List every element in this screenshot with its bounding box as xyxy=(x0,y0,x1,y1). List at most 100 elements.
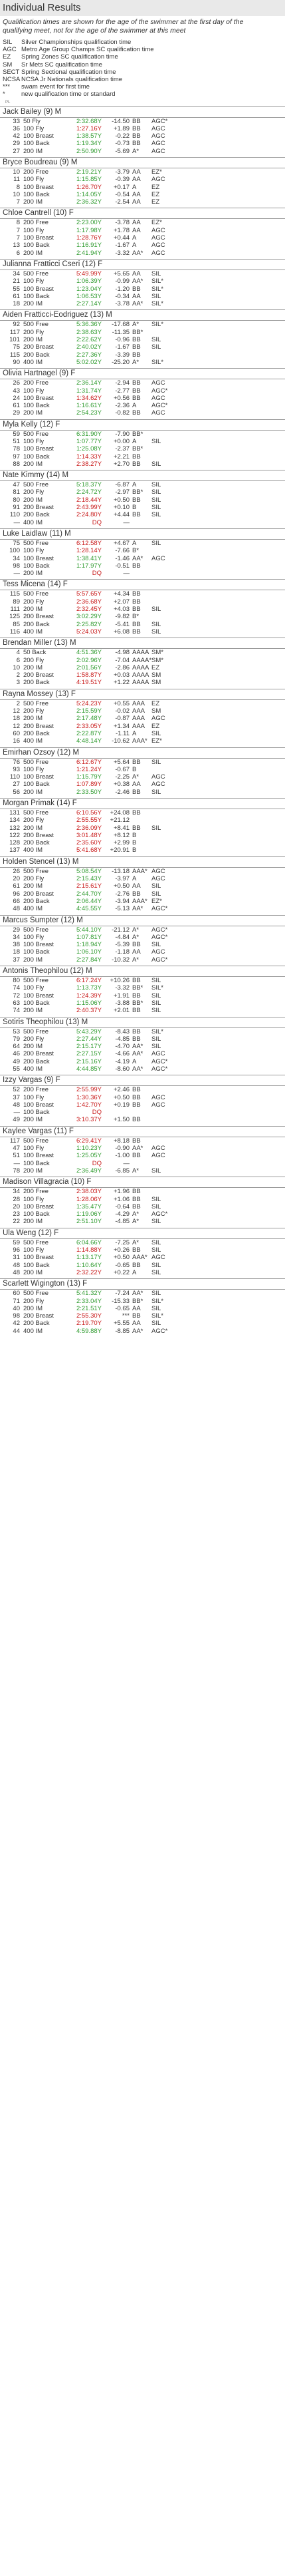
result-row: 20 200 Fly 2:15.43Y -3.97 A AGC xyxy=(0,875,285,882)
result-row: 122 200 Breast 3:01.48Y +8.12 B xyxy=(0,832,285,839)
event-name: 200 Fly xyxy=(23,488,45,496)
result-row: 21 100 Fly 1:06.39Y -0.99 AA* SIL* xyxy=(0,277,285,285)
qualification xyxy=(147,1137,178,1145)
swim-time: 2:17.48Y xyxy=(76,715,102,723)
time-standard: BB xyxy=(132,992,141,1000)
place: 88 xyxy=(13,460,20,468)
result-row: 137 400 IM 5:41.68Y +20.91 B xyxy=(0,846,285,854)
result-row: 51 100 Fly 1:07.77Y +0.00 A SIL xyxy=(0,438,285,445)
place: 61 xyxy=(13,402,20,410)
qualification xyxy=(147,519,178,526)
result-row: 98 200 Breast 2:55.30Y *** BB SIL* xyxy=(0,1312,285,1320)
legend-description: swam event for first time xyxy=(21,83,90,91)
qualification: AGC xyxy=(151,781,165,789)
result-row: —100 Back DQ xyxy=(0,1109,285,1116)
qualification: EZ xyxy=(151,198,160,206)
swimmer-name: Jack Bailey (9) M xyxy=(0,106,285,118)
result-row: 37 100 Fly 1:30.36Y +0.50 BB AGC xyxy=(0,1094,285,1101)
result-row: 10 200 IM 2:01.56Y -2.86 AAAA EZ xyxy=(0,664,285,671)
result-row: 61 200 IM 2:15.61Y +0.50 AA SIL xyxy=(0,882,285,890)
time-difference: +6.08 xyxy=(113,628,130,636)
result-row: 100 100 Fly 1:28.14Y -7.66 B* xyxy=(0,547,285,554)
time-standard: BB xyxy=(132,132,141,140)
event-name: 100 Breast xyxy=(23,445,54,453)
result-row: 74 100 Fly 1:13.73Y -3.32 BB* SIL* xyxy=(0,984,285,992)
legend-row: SECT Spring Sectional qualification time xyxy=(3,69,282,76)
time-difference: -17.68 xyxy=(112,321,130,329)
time-standard: BB xyxy=(132,124,141,132)
qualification xyxy=(147,832,178,839)
time-difference: +1.34 xyxy=(113,722,130,730)
page-title: Individual Results xyxy=(0,0,285,16)
swim-time: 6:17.24Y xyxy=(76,977,102,985)
result-row: 72 100 Breast 1:24.39Y +1.91 BB SIL xyxy=(0,992,285,1000)
place: 51 xyxy=(13,1152,20,1160)
result-row: 26 200 Free 2:36.14Y -2.94 BB AGC xyxy=(0,379,285,387)
time-difference: +2.01 xyxy=(113,1007,130,1015)
swim-time: 3:01.48Y xyxy=(76,831,102,839)
place: 18 xyxy=(13,715,20,723)
time-standard: AA xyxy=(132,168,141,176)
swim-time: 1:21.24Y xyxy=(76,765,102,773)
place: 137 xyxy=(9,846,20,854)
place: 97 xyxy=(13,453,20,460)
result-row: 90 400 IM 5:02.02Y -25.20 A* SIL* xyxy=(0,359,285,366)
place: 28 xyxy=(13,1195,20,1203)
time-difference: -25.20 xyxy=(112,358,130,366)
place: 13 xyxy=(13,242,20,250)
place: 46 xyxy=(13,1050,20,1058)
qualification: SIL xyxy=(151,511,161,519)
event-name: 500 Free xyxy=(23,926,49,934)
time-difference: -2.86 xyxy=(115,663,130,671)
result-row: 7 100 Breast 1:28.76Y +0.44 A AGC xyxy=(0,234,285,242)
swim-time: 5:18.37Y xyxy=(76,481,102,489)
qualification: SIL xyxy=(151,788,161,796)
time-standard: BB xyxy=(132,1246,141,1254)
result-row: 101 200 IM 2:22.62Y -0.96 BB SIL xyxy=(0,336,285,343)
event-name: 200 IM xyxy=(23,1218,43,1226)
qualification: SIL xyxy=(151,1320,161,1328)
time-standard: BB xyxy=(132,1202,141,1210)
time-difference: -2.37 xyxy=(115,445,130,453)
event-name: 200 IM xyxy=(23,1167,43,1175)
time-difference: -0.73 xyxy=(115,140,130,148)
event-name: 200 Breast xyxy=(23,504,54,512)
event-name: 100 Back xyxy=(23,140,50,148)
time-difference: -1.18 xyxy=(115,948,130,956)
event-name: 200 Back xyxy=(23,1320,50,1328)
swim-time: 6:12.58Y xyxy=(76,539,102,547)
place: — xyxy=(13,1109,21,1117)
place: 44 xyxy=(13,1327,20,1335)
time-difference: -0.51 xyxy=(115,562,130,570)
legend-row: * new qualification time or standard xyxy=(3,91,282,98)
qualification: SIL* xyxy=(151,277,163,285)
result-row: 49 200 Back 2:15.16Y -4.19 A AGC* xyxy=(0,1058,285,1065)
place: 42 xyxy=(13,132,20,140)
event-name: 500 Free xyxy=(23,590,49,598)
place: 38 xyxy=(13,941,20,949)
time-difference: -0.22 xyxy=(115,132,130,140)
event-name: 200 Breast xyxy=(23,671,54,679)
time-difference: +0.50 xyxy=(113,496,130,504)
time-difference: -7.24 xyxy=(115,1290,130,1298)
event-name: 100 Back xyxy=(23,781,50,789)
place: 48 xyxy=(13,1101,20,1109)
qualification xyxy=(147,431,178,438)
place: 47 xyxy=(13,1145,20,1153)
swim-time: 5:36.36Y xyxy=(76,321,102,329)
time-difference: -0.82 xyxy=(115,409,130,417)
result-row: 38 100 Breast 1:18.94Y -5.39 BB SIL xyxy=(0,941,285,948)
qualification xyxy=(147,562,178,570)
time-standard: BB xyxy=(132,1035,141,1043)
result-row: 60 200 Back 2:22.87Y -1.11 A SIL xyxy=(0,730,285,737)
swimmer-section: Nate Kimmy (14) M 47 500 Free 5:18.37Y -6.87… xyxy=(0,470,285,526)
swim-time: 2:55.55Y xyxy=(76,817,102,825)
swim-time: 2:02.96Y xyxy=(76,656,102,664)
event-name: 400 IM xyxy=(23,358,43,366)
time-standard: BB xyxy=(132,628,141,636)
event-name: 500 Free xyxy=(23,270,49,277)
time-difference: -3.32 xyxy=(115,984,130,992)
swim-time: 1:28.76Y xyxy=(76,234,102,242)
time-standard: AAAA xyxy=(132,679,149,687)
place: 2 xyxy=(16,699,20,707)
